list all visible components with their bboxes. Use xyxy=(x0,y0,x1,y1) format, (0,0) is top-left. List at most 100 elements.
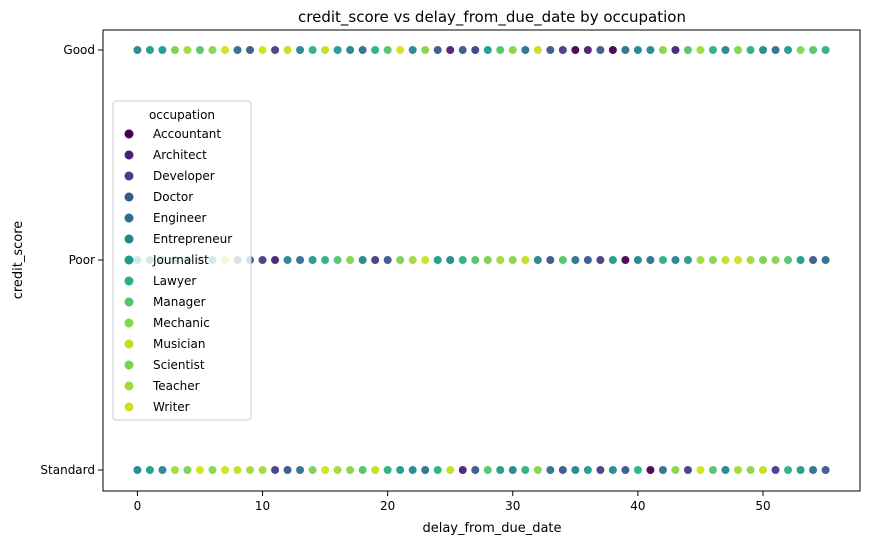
data-point xyxy=(445,45,455,55)
data-point xyxy=(470,45,480,55)
data-point xyxy=(483,465,493,475)
data-point xyxy=(495,465,505,475)
data-point xyxy=(282,465,293,475)
data-point xyxy=(458,255,468,265)
data-point xyxy=(545,45,555,55)
data-point xyxy=(495,45,505,55)
data-point xyxy=(683,255,693,265)
data-point xyxy=(145,465,155,475)
data-point xyxy=(245,45,255,55)
data-point xyxy=(608,465,618,475)
data-point xyxy=(558,465,568,475)
data-point xyxy=(583,465,593,475)
data-point xyxy=(358,465,368,475)
data-point xyxy=(795,465,806,475)
data-point xyxy=(708,255,718,265)
x-tick-label: 50 xyxy=(755,499,770,513)
data-point xyxy=(720,255,731,265)
y-axis: Good Poor Standard xyxy=(40,43,103,477)
data-point xyxy=(333,465,343,475)
data-point xyxy=(745,45,756,55)
data-point xyxy=(770,465,781,475)
data-point xyxy=(395,255,405,265)
data-point xyxy=(157,45,168,55)
data-point xyxy=(633,255,643,265)
legend-label: Musician xyxy=(153,337,205,351)
legend-marker xyxy=(124,150,134,160)
data-point xyxy=(633,465,643,475)
data-point xyxy=(770,255,781,265)
data-point xyxy=(633,45,643,55)
x-tick-label: 20 xyxy=(380,499,395,513)
data-point xyxy=(170,45,180,55)
legend-label: Teacher xyxy=(152,379,200,393)
data-point xyxy=(370,45,380,55)
data-point xyxy=(783,45,793,55)
data-point xyxy=(433,465,443,475)
data-point xyxy=(670,465,681,475)
x-tick-label: 10 xyxy=(255,499,270,513)
data-point xyxy=(345,465,355,475)
legend-label: Journalist xyxy=(152,253,209,267)
x-axis-label: delay_from_due_date xyxy=(422,521,561,536)
data-point xyxy=(808,45,818,55)
data-point xyxy=(345,45,355,55)
data-point xyxy=(420,465,430,475)
data-point xyxy=(620,255,630,265)
y-tick-label: Standard xyxy=(40,463,95,477)
data-point xyxy=(658,45,668,55)
chart-title: credit_score vs delay_from_due_date by o… xyxy=(298,8,686,27)
data-point xyxy=(458,45,468,55)
data-point xyxy=(433,255,443,265)
legend-marker xyxy=(124,129,134,139)
x-axis: 0 10 20 30 40 50 xyxy=(134,491,771,513)
data-point xyxy=(570,255,580,265)
legend-marker xyxy=(124,360,134,370)
legend-label: Scientist xyxy=(153,358,205,372)
data-point xyxy=(520,465,530,475)
data-point xyxy=(307,255,318,265)
data-point xyxy=(270,45,280,55)
legend-marker xyxy=(124,318,134,328)
data-point xyxy=(708,465,718,475)
data-point xyxy=(445,255,455,265)
legend-label: Engineer xyxy=(153,211,207,225)
data-point xyxy=(820,255,831,265)
data-point xyxy=(433,45,443,55)
data-point xyxy=(645,465,656,475)
x-tick-label: 40 xyxy=(630,499,645,513)
legend-title: occupation xyxy=(149,108,215,122)
data-point xyxy=(420,255,430,265)
data-point xyxy=(708,45,718,55)
data-point xyxy=(620,465,630,475)
legend-marker xyxy=(124,297,134,307)
data-point xyxy=(307,465,318,475)
data-point xyxy=(383,465,393,475)
data-point xyxy=(695,255,706,265)
data-point xyxy=(320,465,330,475)
y-tick-label: Good xyxy=(63,43,95,57)
legend-label: Entrepreneur xyxy=(153,232,232,246)
data-point xyxy=(470,465,480,475)
data-point xyxy=(420,45,430,55)
data-point xyxy=(157,465,168,475)
legend-marker xyxy=(124,381,134,391)
data-point xyxy=(533,255,543,265)
data-point xyxy=(658,465,668,475)
data-point xyxy=(520,255,530,265)
data-point xyxy=(508,255,518,265)
data-point xyxy=(570,465,580,475)
data-point xyxy=(295,255,305,265)
data-point xyxy=(170,465,180,475)
data-point xyxy=(295,45,305,55)
data-point xyxy=(257,465,268,475)
data-point xyxy=(383,255,393,265)
legend-marker xyxy=(124,213,134,223)
data-point xyxy=(595,465,605,475)
data-point xyxy=(820,45,831,55)
data-point xyxy=(370,255,380,265)
data-point xyxy=(470,255,480,265)
data-point xyxy=(207,465,218,475)
data-point xyxy=(545,465,555,475)
y-tick-label: Poor xyxy=(69,253,95,267)
